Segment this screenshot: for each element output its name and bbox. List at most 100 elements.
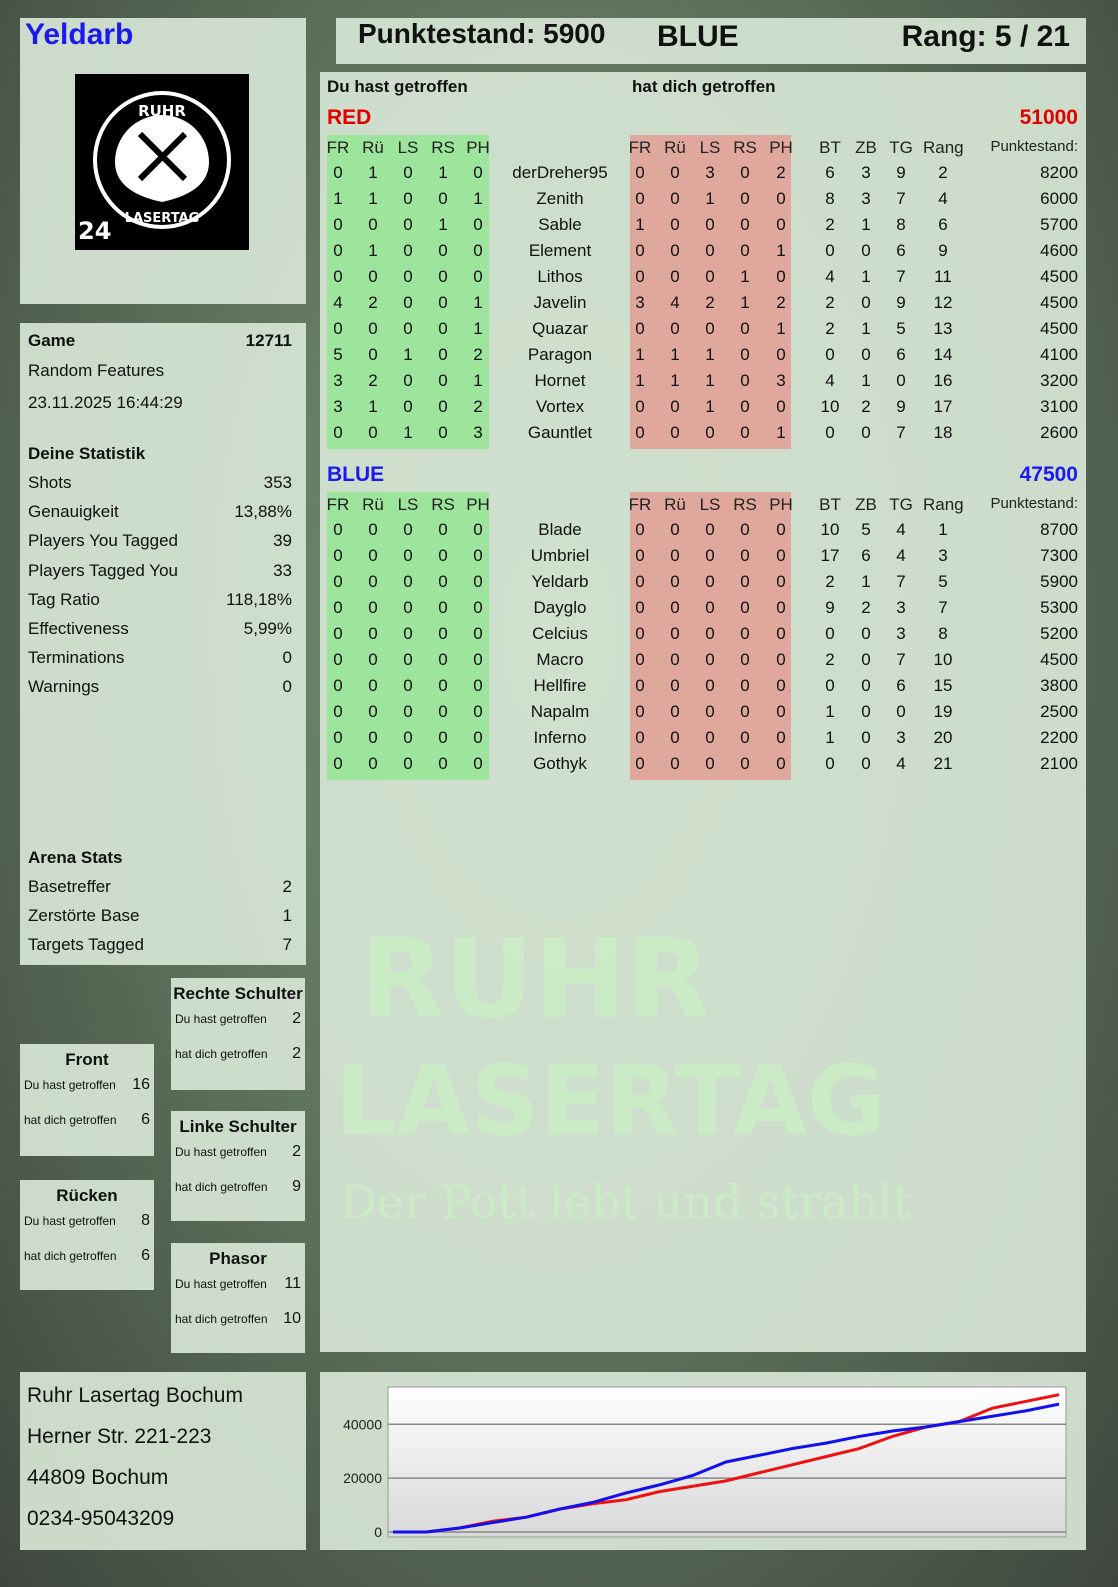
- player-name[interactable]: derDreher95: [512, 163, 608, 182]
- bt-cell: 0: [825, 676, 835, 695]
- player-name[interactable]: Quazar: [532, 319, 588, 338]
- col-header: PH: [466, 138, 490, 157]
- player-name[interactable]: Vortex: [535, 397, 585, 416]
- rang-cell: 15: [933, 676, 953, 695]
- you-hit-cell: 0: [403, 520, 413, 539]
- player-name[interactable]: Hornet: [534, 371, 586, 390]
- hit-you-cell: 0: [670, 624, 680, 643]
- tg-cell: 6: [896, 345, 906, 364]
- player-name[interactable]: Inferno: [533, 728, 587, 747]
- zb-cell: 3: [861, 163, 871, 182]
- player-name[interactable]: Javelin: [533, 293, 587, 312]
- hit-you-cell: 1: [635, 215, 645, 234]
- bt-cell: 6: [825, 163, 835, 182]
- bodypart-title: Rücken: [56, 1186, 118, 1205]
- arena-row: Targets Tagged 7: [28, 935, 292, 955]
- hit-you-cell: 0: [776, 189, 786, 208]
- rang-cell: 18: [933, 423, 953, 442]
- arena-title: Arena Stats: [28, 848, 123, 867]
- you-hit-cell: 0: [368, 267, 378, 286]
- points-cell: 5700: [1040, 215, 1078, 234]
- hit-you-cell: 3: [776, 371, 786, 390]
- rang-cell: 11: [934, 267, 952, 286]
- bt-cell: 2: [825, 293, 835, 312]
- rang-cell: 10: [933, 650, 953, 669]
- hit-you-cell: 0: [670, 702, 680, 721]
- you-hit-cell: 0: [473, 598, 483, 617]
- tg-cell: 9: [896, 397, 906, 416]
- you-hit-cell: 1: [473, 293, 483, 312]
- you-hit-block: [327, 135, 489, 449]
- player-name[interactable]: Gothyk: [533, 754, 587, 773]
- player-name[interactable]: Sable: [538, 215, 582, 234]
- you-hit-cell: 0: [368, 624, 378, 643]
- points-cell: 4600: [1040, 241, 1078, 260]
- points-cell: 2200: [1040, 728, 1078, 747]
- hit-you-cell: 0: [635, 572, 645, 591]
- you-hit-cell: 0: [438, 520, 448, 539]
- col-header: RS: [733, 138, 757, 157]
- tg-cell: 9: [896, 293, 906, 312]
- you-hit-cell: 0: [438, 546, 448, 565]
- you-hit-cell: 5: [333, 345, 343, 364]
- you-hit-cell: 0: [473, 267, 483, 286]
- col-header: PH: [769, 495, 793, 514]
- player-name[interactable]: Hellfire: [533, 676, 587, 695]
- hit-you-cell: 0: [776, 520, 786, 539]
- you-hit-cell: 0: [403, 702, 413, 721]
- hit-you-cell: 0: [776, 754, 786, 773]
- hit-you-cell: 0: [740, 345, 750, 364]
- you-hit-cell: 0: [438, 650, 448, 669]
- player-name[interactable]: Zenith: [536, 189, 584, 208]
- player-name[interactable]: Napalm: [530, 702, 590, 721]
- player-name[interactable]: Dayglo: [533, 598, 587, 617]
- watermark-ruhr: RUHR: [360, 915, 711, 1043]
- you-hit-cell: 0: [438, 423, 448, 442]
- bt-cell: 0: [825, 345, 835, 364]
- bodypart-phasor: Phasor Du hast getroffen 11 hat dich getrof…: [171, 1243, 305, 1353]
- player-name[interactable]: Macro: [536, 650, 584, 669]
- you-hit-cell: 3: [473, 423, 483, 442]
- hit-value: 11: [284, 1275, 301, 1292]
- address-line: Herner Str. 221-223: [27, 1425, 212, 1448]
- player-name[interactable]: Element: [528, 241, 592, 260]
- player-name[interactable]: Gauntlet: [527, 423, 593, 442]
- player-name[interactable]: Paragon: [527, 345, 593, 364]
- hit-you-cell: 0: [776, 397, 786, 416]
- bt-cell: 4: [825, 267, 835, 286]
- hit-you-cell: 0: [635, 754, 645, 773]
- you-hit-cell: 0: [473, 215, 483, 234]
- hit-you-cell: 1: [705, 189, 715, 208]
- hit-you-cell: 0: [635, 598, 645, 617]
- you-hit-cell: 1: [473, 189, 483, 208]
- you-hit-cell: 0: [368, 546, 378, 565]
- tg-cell: 7: [896, 650, 906, 669]
- hit-you-cell: 0: [635, 397, 645, 416]
- got-value: 10: [283, 1310, 301, 1327]
- stat-row: Effectiveness 5,99%: [28, 619, 292, 639]
- hit-you-cell: 0: [705, 650, 715, 669]
- hit-you-cell: 0: [776, 215, 786, 234]
- you-hit-cell: 0: [368, 423, 378, 442]
- player-name[interactable]: Umbriel: [530, 546, 590, 565]
- you-hit-cell: 0: [403, 163, 413, 182]
- hit-you-cell: 0: [635, 702, 645, 721]
- hit-you-cell: 0: [740, 397, 750, 416]
- player-name[interactable]: Lithos: [537, 267, 583, 286]
- hit-you-cell: 1: [705, 371, 715, 390]
- rang-cell: 7: [938, 598, 948, 617]
- you-hit-cell: 0: [473, 754, 483, 773]
- player-name[interactable]: Yeldarb: [531, 572, 589, 591]
- hit-you-cell: 0: [705, 267, 715, 286]
- bt-cell: 8: [825, 189, 835, 208]
- stat-value: 0: [282, 648, 292, 668]
- game-id: 12711: [245, 331, 292, 350]
- player-name[interactable]: Celcius: [532, 624, 588, 643]
- player-name[interactable]: Blade: [538, 520, 582, 539]
- stat-value: 5,99%: [243, 619, 292, 638]
- you-hit-cell: 0: [438, 754, 448, 773]
- hit-value: 2: [292, 1010, 301, 1027]
- got-label: hat dich getroffen: [24, 1249, 117, 1263]
- zb-cell: 1: [861, 572, 871, 591]
- you-hit-cell: 0: [403, 189, 413, 208]
